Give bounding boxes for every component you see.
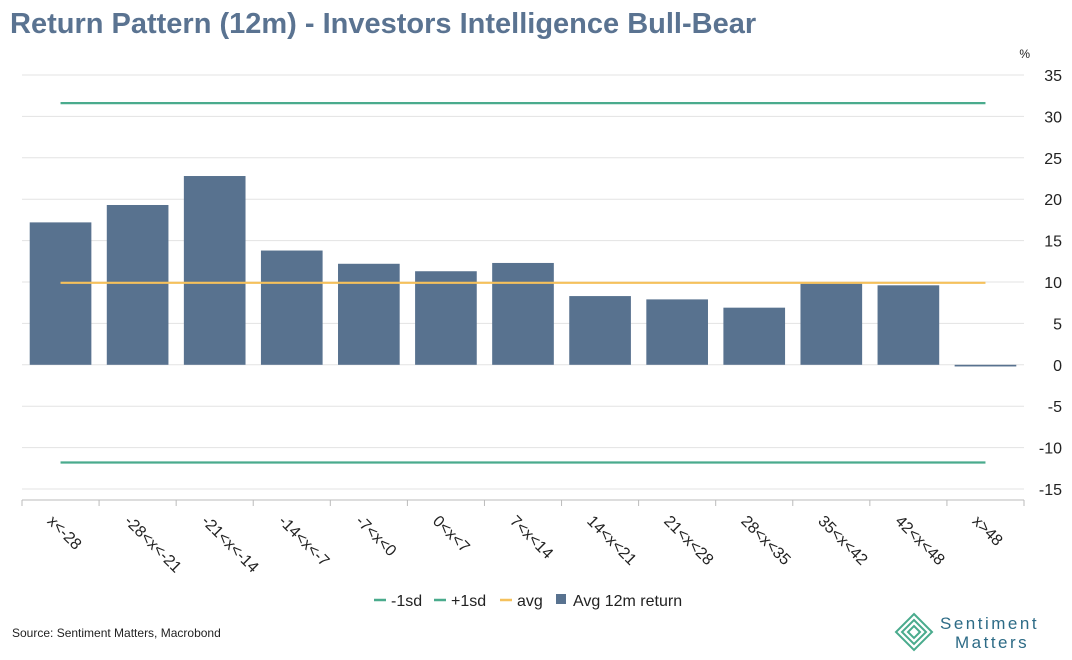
bar: [29, 222, 92, 365]
y-tick-label: 20: [1044, 192, 1062, 209]
x-tick-label: x>48: [969, 513, 1006, 550]
bar: [723, 307, 786, 365]
x-tick-label: 7<x<14: [506, 513, 556, 563]
x-tick-label: 28<x<35: [737, 513, 793, 569]
legend-label: +1sd: [451, 593, 486, 610]
bar: [338, 263, 400, 365]
brand-logo: Sentiment Matters: [894, 612, 1064, 656]
y-tick-label: 35: [1044, 68, 1062, 85]
chart-title: Return Pattern (12m) - Investors Intelli…: [10, 8, 757, 40]
x-tick-label: -14<x<-7: [275, 513, 332, 570]
bars: [29, 176, 1017, 367]
y-tick-label: -15: [1039, 482, 1062, 499]
y-tick-label: 10: [1044, 275, 1062, 292]
y-tick-label: 5: [1053, 316, 1062, 333]
bar: [260, 250, 323, 365]
x-tick-label: 21<x<28: [660, 513, 716, 569]
bar: [492, 262, 554, 365]
legend-label: -1sd: [391, 593, 422, 610]
bar: [646, 299, 708, 365]
bar: [183, 176, 246, 365]
bar: [954, 364, 1017, 367]
x-tick-label: -7<x<0: [352, 513, 399, 560]
y-tick-label: -10: [1039, 441, 1062, 458]
diamond-logo-icon: [894, 612, 934, 652]
bar: [877, 285, 940, 365]
bar: [800, 283, 863, 365]
y-unit-label: %: [1019, 47, 1030, 61]
y-tick-label: 25: [1044, 151, 1062, 168]
x-tick-label: 14<x<21: [583, 513, 639, 569]
legend: -1sd +1sd avg Avg 12m return: [374, 593, 682, 610]
legend-swatch: [556, 594, 566, 604]
x-tick-label: 35<x<42: [814, 513, 870, 569]
legend-label: Avg 12m return: [573, 593, 682, 610]
bar: [415, 271, 477, 365]
reference-lines: [60, 102, 986, 464]
legend-label: avg: [517, 593, 543, 610]
y-tick-label: 0: [1053, 358, 1062, 375]
x-tick-label: x<-28: [44, 513, 85, 554]
y-tick-label: 30: [1044, 109, 1062, 126]
x-tick-label: 42<x<48: [892, 513, 948, 569]
x-tick-label: -21<x<-14: [198, 513, 262, 577]
bar: [106, 204, 169, 365]
bar: [569, 296, 631, 365]
x-tick-label: 0<x<7: [429, 513, 473, 557]
source-note: Source: Sentiment Matters, Macrobond: [12, 626, 221, 640]
brand-name: Sentiment Matters: [940, 614, 1039, 652]
y-tick-label: 15: [1044, 234, 1062, 251]
brand-line-2: Matters: [955, 633, 1030, 652]
y-tick-label: -5: [1048, 399, 1062, 416]
x-tick-label: -28<x<-21: [121, 513, 185, 577]
brand-line-1: Sentiment: [940, 614, 1040, 633]
